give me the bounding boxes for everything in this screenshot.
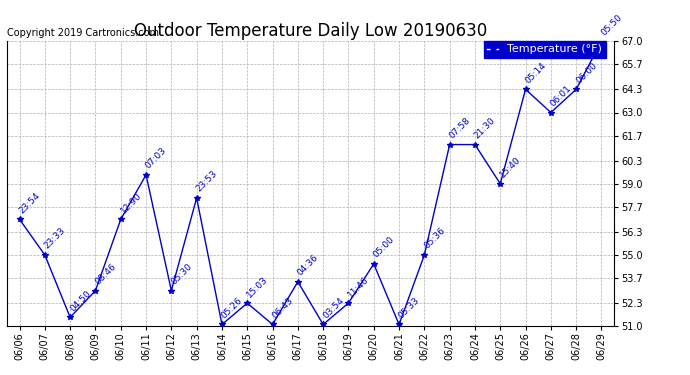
Temperature (°F) bbox=[41, 253, 49, 257]
Temperature (°F) bbox=[446, 142, 454, 147]
Text: 06:43: 06:43 bbox=[270, 296, 295, 320]
Line: Temperature (°F): Temperature (°F) bbox=[17, 39, 604, 327]
Temperature (°F) bbox=[243, 301, 251, 305]
Temperature (°F) bbox=[167, 288, 175, 293]
Temperature (°F) bbox=[522, 87, 530, 92]
Temperature (°F) bbox=[15, 217, 23, 222]
Text: 06:01: 06:01 bbox=[549, 84, 573, 108]
Text: 11:46: 11:46 bbox=[346, 274, 371, 299]
Text: 05:14: 05:14 bbox=[523, 61, 548, 85]
Text: 05:36: 05:36 bbox=[422, 226, 447, 251]
Text: 05:00: 05:00 bbox=[371, 235, 396, 260]
Text: 23:54: 23:54 bbox=[17, 191, 42, 215]
Text: 07:03: 07:03 bbox=[144, 146, 168, 171]
Temperature (°F) bbox=[344, 301, 353, 305]
Temperature (°F) bbox=[598, 39, 606, 44]
Temperature (°F) bbox=[117, 217, 125, 222]
Temperature (°F) bbox=[218, 322, 226, 327]
Temperature (°F) bbox=[66, 315, 75, 320]
Text: 21:30: 21:30 bbox=[473, 116, 497, 140]
Temperature (°F) bbox=[142, 172, 150, 177]
Text: 05:26: 05:26 bbox=[219, 296, 244, 320]
Text: Copyright 2019 Cartronics.com: Copyright 2019 Cartronics.com bbox=[7, 28, 159, 38]
Text: 03:54: 03:54 bbox=[321, 296, 346, 320]
Temperature (°F) bbox=[91, 288, 99, 293]
Text: 23:33: 23:33 bbox=[43, 226, 67, 251]
Temperature (°F) bbox=[319, 322, 327, 327]
Text: 15:40: 15:40 bbox=[498, 155, 522, 180]
Text: 04:50: 04:50 bbox=[68, 289, 92, 313]
Temperature (°F) bbox=[420, 253, 428, 257]
Text: 04:36: 04:36 bbox=[295, 253, 320, 278]
Title: Outdoor Temperature Daily Low 20190630: Outdoor Temperature Daily Low 20190630 bbox=[134, 22, 487, 40]
Text: 12:90: 12:90 bbox=[119, 190, 143, 215]
Text: 05:30: 05:30 bbox=[169, 262, 194, 286]
Text: 07:58: 07:58 bbox=[447, 116, 472, 140]
Text: 05:33: 05:33 bbox=[397, 296, 422, 320]
Temperature (°F) bbox=[572, 87, 580, 92]
Temperature (°F) bbox=[370, 262, 378, 266]
Text: 06:00: 06:00 bbox=[574, 60, 599, 85]
Temperature (°F) bbox=[471, 142, 479, 147]
Temperature (°F) bbox=[294, 279, 302, 284]
Legend: Temperature (°F): Temperature (°F) bbox=[484, 41, 606, 58]
Text: 05:50: 05:50 bbox=[599, 12, 624, 37]
Temperature (°F) bbox=[496, 182, 504, 186]
Text: 08:46: 08:46 bbox=[93, 262, 118, 286]
Text: 15:03: 15:03 bbox=[245, 274, 270, 299]
Temperature (°F) bbox=[546, 110, 555, 115]
Temperature (°F) bbox=[395, 322, 403, 327]
Temperature (°F) bbox=[268, 322, 277, 327]
Temperature (°F) bbox=[193, 196, 201, 200]
Text: 23:53: 23:53 bbox=[195, 169, 219, 194]
